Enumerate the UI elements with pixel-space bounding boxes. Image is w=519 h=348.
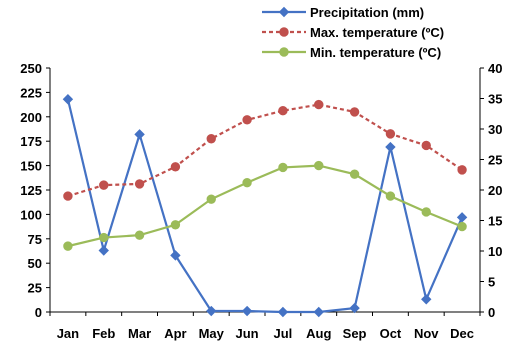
x-tick-label: Sep bbox=[343, 326, 367, 341]
data-point bbox=[242, 177, 252, 188]
data-point bbox=[314, 160, 324, 171]
right-tick-label: 10 bbox=[488, 244, 502, 259]
x-tick-label: May bbox=[199, 326, 225, 341]
data-point bbox=[278, 106, 288, 116]
left-tick-label: 225 bbox=[20, 85, 42, 100]
data-point bbox=[278, 162, 288, 173]
data-point bbox=[170, 250, 181, 261]
data-point bbox=[206, 134, 216, 144]
data-point bbox=[313, 306, 324, 318]
series-line bbox=[66, 98, 464, 314]
legend-label: Max. temperature (ºC) bbox=[310, 25, 444, 40]
data-point bbox=[241, 305, 253, 317]
right-tick-label: 20 bbox=[488, 183, 502, 198]
right-tick-label: 40 bbox=[488, 61, 502, 76]
left-tick-label: 50 bbox=[28, 256, 42, 271]
x-tick-label: Jun bbox=[236, 326, 259, 341]
right-tick-label: 25 bbox=[488, 153, 502, 168]
data-point bbox=[134, 230, 145, 240]
legend-label: Min. temperature (ºC) bbox=[310, 45, 441, 60]
data-point bbox=[421, 207, 431, 217]
right-tick-label: 35 bbox=[488, 92, 502, 107]
legend-item: Max. temperature (ºC) bbox=[262, 25, 444, 40]
series-line bbox=[67, 164, 463, 248]
data-point bbox=[206, 305, 217, 317]
data-point bbox=[62, 94, 74, 105]
series-0 bbox=[62, 94, 468, 318]
right-tick-label: 0 bbox=[488, 305, 495, 320]
left-tick-label: 100 bbox=[20, 207, 42, 222]
x-tick-label: Feb bbox=[92, 326, 115, 341]
legend-marker bbox=[279, 47, 289, 57]
left-tick-label: 150 bbox=[20, 159, 42, 174]
data-point bbox=[456, 212, 468, 223]
data-point bbox=[170, 162, 181, 172]
data-point bbox=[457, 165, 467, 175]
left-tick-label: 25 bbox=[28, 281, 42, 296]
data-point bbox=[63, 191, 73, 201]
series-line bbox=[67, 103, 463, 198]
x-tick-label: Oct bbox=[380, 326, 402, 341]
series-layer bbox=[62, 94, 468, 318]
data-point bbox=[277, 306, 289, 318]
data-point bbox=[421, 140, 431, 151]
data-point bbox=[385, 129, 396, 139]
right-tick-label: 30 bbox=[488, 122, 502, 137]
left-tick-label: 250 bbox=[20, 61, 42, 76]
data-point bbox=[98, 245, 109, 256]
data-point bbox=[349, 169, 360, 179]
left-tick-label: 200 bbox=[20, 110, 42, 125]
x-tick-label: Aug bbox=[306, 326, 331, 341]
data-point bbox=[134, 179, 145, 189]
data-point bbox=[134, 129, 145, 140]
x-tick-label: Mar bbox=[128, 326, 151, 341]
series-2 bbox=[63, 160, 467, 251]
left-tick-label: 75 bbox=[28, 232, 42, 247]
legend-marker bbox=[279, 27, 289, 37]
data-point bbox=[349, 107, 360, 117]
data-point bbox=[170, 220, 181, 230]
axes: 0 25 50 75 100 125 150 175 200 225 250 0 5 10 15 20 25 30… bbox=[20, 61, 502, 341]
right-tick-label: 5 bbox=[488, 275, 495, 290]
left-tick-label: 125 bbox=[20, 183, 42, 198]
legend: Precipitation (mm) Max. temperature (ºC) M… bbox=[262, 5, 444, 60]
data-point bbox=[457, 221, 467, 232]
x-tick-label: Dec bbox=[450, 326, 474, 341]
legend-marker bbox=[278, 6, 290, 18]
legend-label: Precipitation (mm) bbox=[310, 5, 424, 20]
left-tick-label: 0 bbox=[35, 305, 42, 320]
data-point bbox=[206, 194, 216, 204]
x-tick-label: Jan bbox=[57, 326, 79, 341]
legend-item: Precipitation (mm) bbox=[262, 5, 424, 20]
data-point bbox=[349, 302, 360, 314]
x-tick-label: Jul bbox=[274, 326, 293, 341]
data-point bbox=[314, 99, 324, 110]
right-tick-label: 15 bbox=[488, 214, 502, 229]
data-point bbox=[242, 115, 252, 125]
data-point bbox=[99, 180, 109, 190]
data-point bbox=[63, 241, 73, 251]
left-tick-label: 175 bbox=[20, 134, 42, 149]
data-point bbox=[385, 141, 396, 153]
data-point bbox=[99, 232, 109, 243]
series-1 bbox=[63, 99, 467, 201]
x-tick-label: Apr bbox=[164, 326, 186, 341]
data-point bbox=[421, 294, 432, 305]
data-point bbox=[385, 191, 396, 201]
x-tick-label: Nov bbox=[414, 326, 439, 341]
legend-item: Min. temperature (ºC) bbox=[262, 45, 441, 60]
